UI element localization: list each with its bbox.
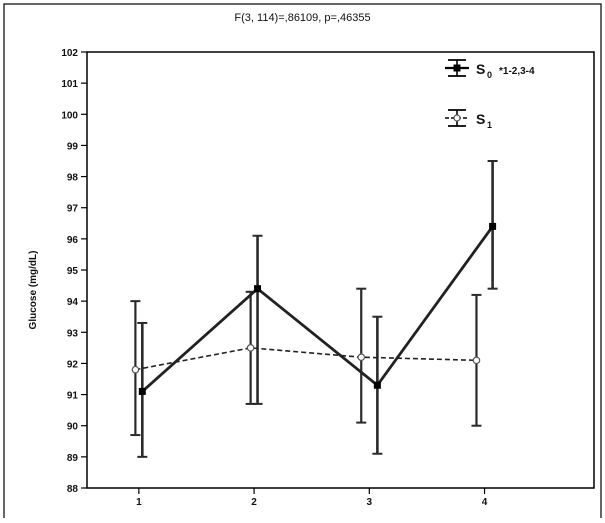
legend-note-S0: *1-2,3-4 [499,66,535,77]
y-tick-label: 96 [67,235,79,246]
y-tick-label: 100 [61,110,78,121]
y-axis-label: Glucose (mg/dL) [28,251,39,330]
legend-label-S1: S [476,111,485,127]
x-tick-label: 3 [367,497,373,508]
marker-S0 [254,285,262,293]
series-line-S1 [135,347,477,371]
marker-S1 [131,365,140,374]
y-tick-label: 99 [67,141,79,152]
marker-S0 [373,381,381,389]
chart-title: F(3, 114)=,86109, p=,46355 [234,12,371,24]
y-tick-label: 98 [67,173,79,184]
x-tick-label: 4 [482,497,488,508]
y-tick-label: 90 [67,422,79,433]
marker-S1 [246,344,255,352]
legend-sub-S1: 1 [487,120,492,130]
legend-label-S0: S [476,61,485,77]
y-tick-label: 93 [67,328,79,339]
x-tick-label: 2 [251,497,257,508]
y-tick-label: 89 [67,453,79,464]
y-tick-label: 101 [61,79,78,90]
legend-marker-S0 [453,64,461,72]
marker-S0 [138,387,146,395]
legend-sub-S0: 0 [487,70,492,80]
figure-border [3,3,602,523]
marker-S1 [472,356,481,365]
marker-S0 [489,222,497,230]
y-tick-label: 95 [67,266,79,277]
series-line-S0 [141,225,494,393]
marker-S1 [357,353,366,362]
y-tick-label: 88 [67,484,79,495]
legend-marker-S1 [453,114,461,122]
y-tick-label: 91 [67,391,79,402]
x-tick-label: 1 [136,497,142,508]
plot-frame [86,51,595,489]
y-tick-label: 97 [67,204,79,215]
y-tick-label: 94 [67,297,79,308]
y-tick-label: 102 [61,48,78,59]
y-tick-label: 92 [67,359,79,370]
